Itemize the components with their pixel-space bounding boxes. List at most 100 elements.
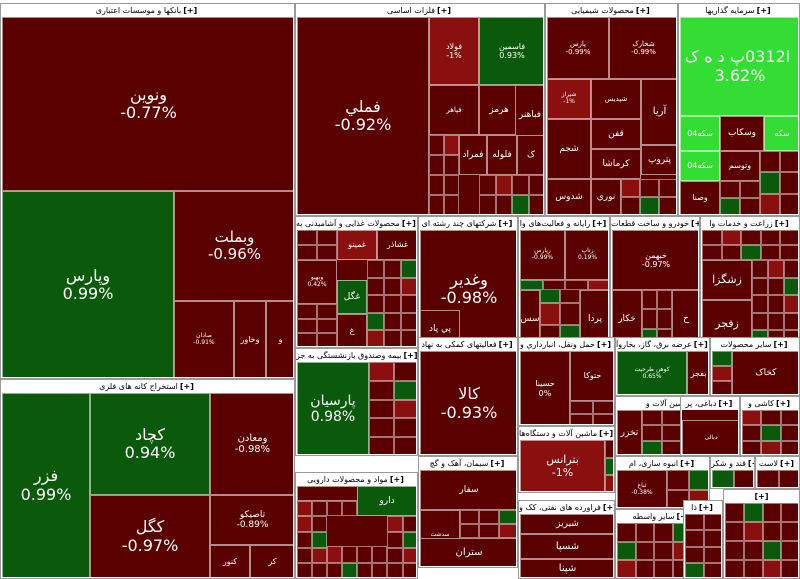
- stock-cell[interactable]: کنور: [210, 545, 250, 577]
- stock-tile[interactable]: [712, 470, 734, 487]
- stock-cell[interactable]: غ: [337, 314, 367, 346]
- stock-cell[interactable]: قفن: [591, 119, 641, 149]
- sector-title[interactable]: فلزات اساسی [+]: [296, 4, 544, 17]
- stock-tile[interactable]: [528, 175, 543, 195]
- stock-cell[interactable]: دبالی: [682, 420, 738, 454]
- stock-cell[interactable]: هرمز: [479, 85, 519, 135]
- stock-tile[interactable]: [512, 195, 529, 214]
- stock-cell[interactable]: کر: [250, 545, 293, 577]
- stock-cell[interactable]: رپارس -0.99%: [520, 230, 565, 280]
- stock-tile[interactable]: [367, 295, 384, 313]
- stock-tile[interactable]: [768, 260, 784, 278]
- stock-cell[interactable]: تخزر: [617, 410, 642, 454]
- stock-tile[interactable]: [761, 410, 781, 426]
- stock-tile[interactable]: [704, 530, 721, 547]
- stock-tile[interactable]: [587, 280, 608, 290]
- stock-tile[interactable]: [401, 277, 416, 296]
- stock-tile[interactable]: [760, 230, 781, 245]
- expand-icon[interactable]: [+]: [680, 459, 695, 468]
- stock-tile[interactable]: [393, 437, 416, 454]
- stock-tile[interactable]: [768, 277, 784, 296]
- stock-tile[interactable]: [429, 195, 444, 214]
- stock-tile[interactable]: [760, 193, 780, 214]
- stock-tile[interactable]: [512, 175, 529, 195]
- stock-tile[interactable]: [621, 179, 640, 197]
- stock-tile[interactable]: [780, 425, 798, 441]
- stock-tile[interactable]: [479, 175, 496, 195]
- stock-tile[interactable]: [384, 295, 401, 313]
- expand-icon[interactable]: [+]: [754, 492, 769, 501]
- stock-tile[interactable]: [742, 410, 762, 426]
- stock-tile[interactable]: [401, 330, 416, 346]
- stock-cell[interactable]: آریا: [641, 79, 676, 145]
- stock-cell[interactable]: رتاپ 0.19%: [565, 230, 608, 280]
- stock-tile[interactable]: [685, 514, 704, 531]
- expand-icon[interactable]: [+]: [401, 219, 416, 228]
- stock-cell[interactable]: بترانس -1%: [520, 440, 605, 491]
- stock-tile[interactable]: [657, 290, 672, 310]
- stock-tile[interactable]: [743, 541, 763, 560]
- stock-tile[interactable]: [387, 516, 403, 532]
- sector-title[interactable]: مواد و محصولات دارویی [+]: [296, 473, 417, 486]
- stock-tile[interactable]: [661, 440, 682, 454]
- expand-icon[interactable]: [+]: [599, 429, 614, 438]
- stock-tile[interactable]: [725, 560, 744, 577]
- stock-tile[interactable]: [401, 260, 416, 278]
- stock-tile[interactable]: [642, 309, 657, 329]
- stock-cell[interactable]: فاسمين 0.93%: [479, 17, 543, 85]
- stock-tile[interactable]: [520, 280, 543, 290]
- stock-tile[interactable]: [661, 410, 682, 426]
- stock-cell[interactable]: تاصیکو -0.89%: [210, 495, 293, 545]
- stock-tile[interactable]: [784, 295, 798, 313]
- stock-tile[interactable]: [720, 181, 740, 198]
- stock-tile[interactable]: [617, 560, 636, 577]
- stock-tile[interactable]: [327, 562, 342, 577]
- stock-tile[interactable]: [702, 245, 722, 260]
- stock-tile[interactable]: [720, 198, 740, 214]
- stock-cell[interactable]: وخاور: [234, 301, 266, 377]
- stock-tile[interactable]: [725, 503, 744, 522]
- stock-tile[interactable]: [781, 503, 798, 522]
- stock-cell[interactable]: حسينا 0%: [520, 351, 570, 424]
- stock-cell[interactable]: وصنا: [680, 181, 720, 214]
- sector-title[interactable]: زراعت و خدمات وا [+]: [701, 217, 799, 230]
- stock-cell[interactable]: کچاد 0.94%: [90, 393, 210, 495]
- stock-tile[interactable]: [761, 440, 781, 454]
- stock-tile[interactable]: [761, 425, 781, 441]
- stock-tile[interactable]: [617, 523, 636, 542]
- sector-title[interactable]: حمل ونقل، انبارداري و [+]: [519, 338, 614, 351]
- stock-tile[interactable]: [760, 151, 780, 173]
- stock-tile[interactable]: [704, 562, 721, 577]
- stock-tile[interactable]: [752, 312, 768, 331]
- stock-tile[interactable]: [367, 277, 384, 296]
- stock-tile[interactable]: [768, 312, 784, 331]
- stock-tile[interactable]: [357, 546, 372, 563]
- stock-tile[interactable]: [403, 531, 416, 548]
- stock-tile[interactable]: [741, 245, 761, 260]
- stock-tile[interactable]: [342, 501, 357, 516]
- stock-tile[interactable]: [479, 524, 499, 538]
- stock-cell[interactable]: شخارک -0.99%: [609, 17, 676, 79]
- stock-tile[interactable]: [542, 280, 565, 290]
- stock-tile[interactable]: [297, 304, 317, 319]
- stock-cell[interactable]: سکه: [764, 116, 798, 151]
- stock-tile[interactable]: [528, 195, 543, 214]
- stock-tile[interactable]: [342, 562, 357, 577]
- sector-title[interactable]: محصولات شیمیایی [+]: [546, 4, 677, 17]
- stock-tile[interactable]: [740, 198, 760, 214]
- stock-cell[interactable]: نوري: [591, 179, 621, 214]
- stock-cell[interactable]: وپارس 0.99%: [2, 191, 174, 377]
- stock-tile[interactable]: [592, 401, 613, 414]
- stock-tile[interactable]: [393, 399, 416, 419]
- sector-title[interactable]: سایر محصولات [+]: [711, 338, 799, 351]
- stock-tile[interactable]: [752, 277, 768, 296]
- expand-icon[interactable]: [+]: [596, 340, 611, 349]
- stock-cell[interactable]: شپنا: [520, 559, 613, 577]
- expand-icon[interactable]: [+]: [498, 219, 513, 228]
- sector-title[interactable]: عرضه برق، گاز، بخاروآ [+]: [616, 338, 709, 351]
- stock-cell[interactable]: کالا -0.93%: [420, 351, 516, 454]
- stock-tile[interactable]: [372, 546, 387, 563]
- sector-title[interactable]: کاشی و [+]: [741, 397, 799, 410]
- stock-cell[interactable]: فملي -0.92%: [297, 17, 429, 214]
- stock-tile[interactable]: [685, 530, 704, 547]
